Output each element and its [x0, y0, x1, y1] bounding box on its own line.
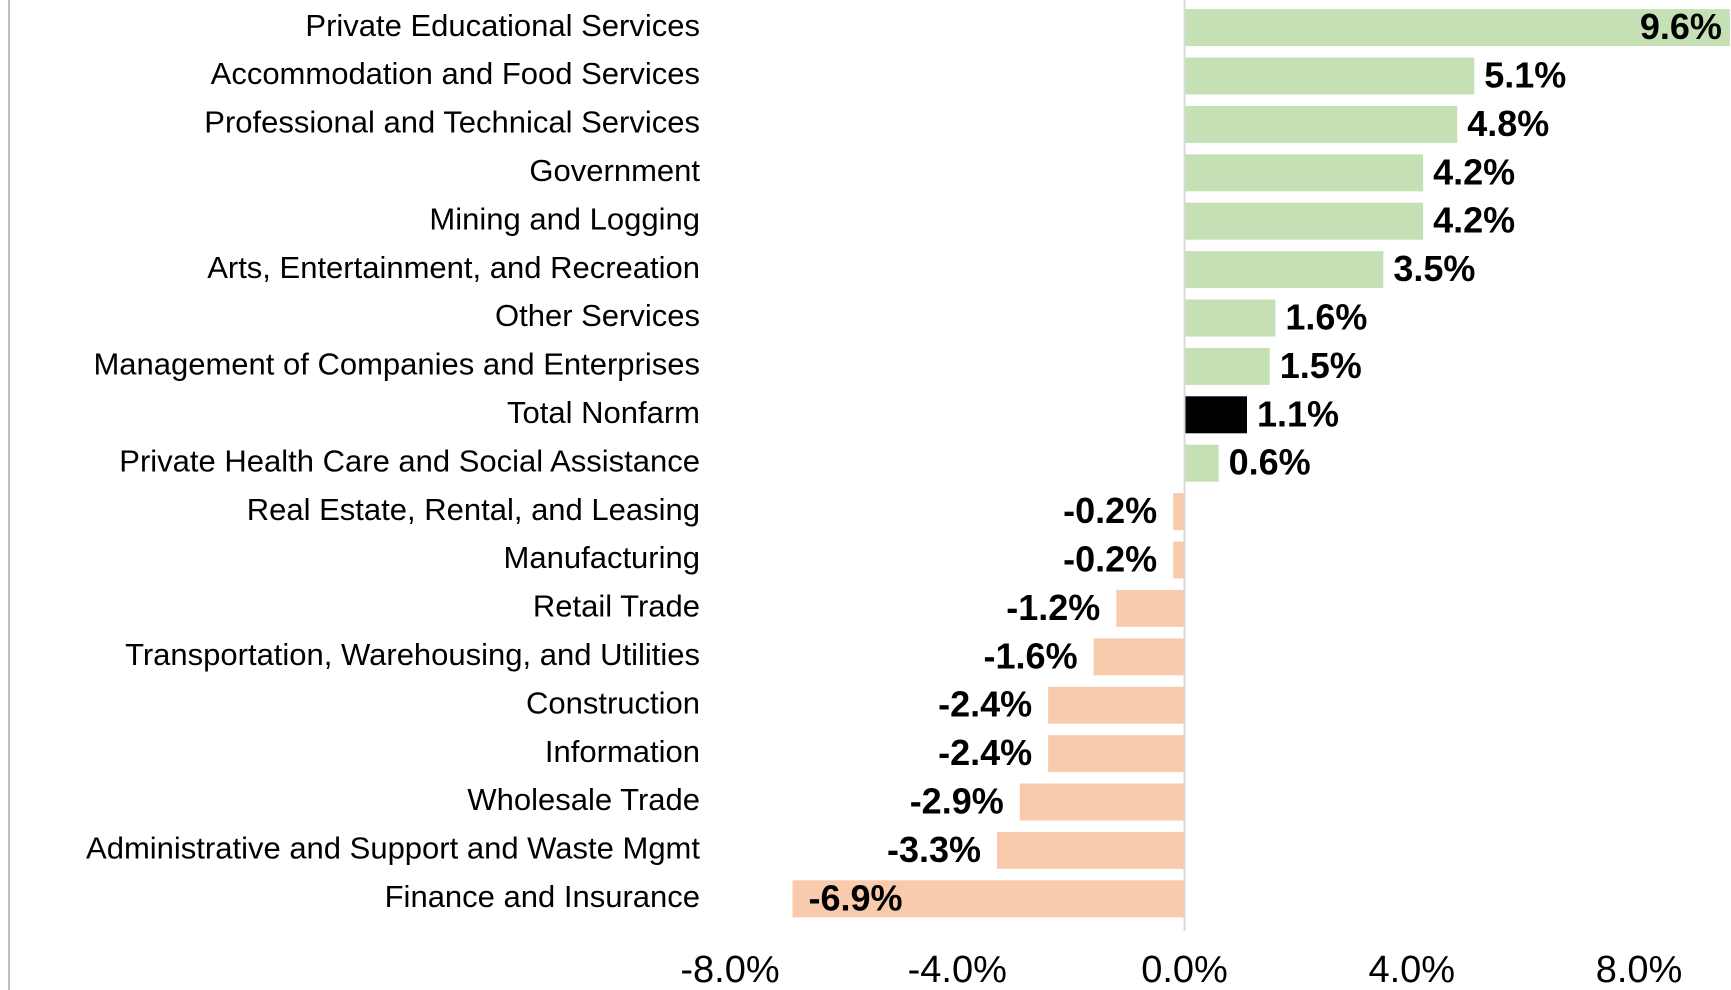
value-label: -6.9% [808, 877, 902, 918]
value-label: -2.4% [938, 732, 1032, 773]
category-label: Administrative and Support and Waste Mgm… [86, 831, 700, 866]
category-label: Private Educational Services [305, 8, 700, 43]
category-label: Wholesale Trade [467, 782, 700, 817]
bar [997, 831, 1185, 869]
bar [1184, 154, 1424, 192]
bar [1184, 251, 1384, 289]
category-label: Retail Trade [533, 589, 700, 624]
bar [1184, 299, 1276, 337]
x-tick-label: -4.0% [908, 949, 1007, 990]
category-label: Arts, Entertainment, and Recreation [207, 250, 700, 285]
category-label: Information [545, 734, 700, 769]
value-label: -1.2% [1006, 587, 1100, 628]
value-label: -3.3% [887, 829, 981, 870]
category-label: Mining and Logging [429, 201, 700, 236]
bar [1184, 202, 1424, 240]
bar [1173, 541, 1185, 579]
category-label: Private Health Care and Social Assistanc… [119, 443, 700, 478]
category-label: Total Nonfarm [507, 395, 700, 430]
value-label: -2.9% [910, 781, 1004, 822]
value-label: -1.6% [984, 635, 1078, 676]
category-label: Government [529, 153, 700, 188]
value-label: 4.2% [1433, 200, 1515, 241]
bar [1184, 105, 1458, 143]
category-label: Real Estate, Rental, and Leasing [247, 492, 700, 527]
value-label: 9.6% [1640, 6, 1722, 47]
category-label: Finance and Insurance [385, 879, 700, 914]
value-label: 1.5% [1280, 345, 1362, 386]
x-tick-label: -8.0% [680, 949, 779, 990]
value-label: 0.6% [1229, 442, 1311, 483]
category-label: Other Services [495, 298, 700, 333]
category-label: Professional and Technical Services [204, 105, 700, 140]
value-label: 1.6% [1285, 297, 1367, 338]
x-tick-label: 4.0% [1368, 949, 1455, 990]
category-label: Construction [526, 685, 700, 720]
x-tick-label: 8.0% [1596, 949, 1683, 990]
value-label: 4.2% [1433, 151, 1515, 192]
bar [1184, 444, 1219, 482]
bar [792, 880, 1185, 918]
value-label: -0.2% [1063, 539, 1157, 580]
value-label: -0.2% [1063, 490, 1157, 531]
bar [1116, 589, 1185, 627]
bar [1048, 686, 1185, 724]
value-label: 5.1% [1484, 55, 1566, 96]
value-label: 1.1% [1257, 393, 1339, 434]
bar [1184, 396, 1247, 434]
bar [1019, 783, 1185, 821]
value-label: 4.8% [1467, 103, 1549, 144]
value-label: -2.4% [938, 684, 1032, 725]
value-label: 3.5% [1393, 248, 1475, 289]
bar [1184, 9, 1730, 47]
bar [1184, 57, 1475, 95]
category-label: Management of Companies and Enterprises [93, 347, 700, 382]
category-label: Manufacturing [504, 540, 700, 575]
bar [1093, 638, 1185, 676]
category-label: Accommodation and Food Services [211, 56, 700, 91]
category-label: Transportation, Warehousing, and Utiliti… [125, 637, 700, 672]
bar [1184, 347, 1270, 385]
bar [1048, 735, 1185, 773]
bar [1173, 493, 1185, 531]
x-tick-label: 0.0% [1141, 949, 1228, 990]
